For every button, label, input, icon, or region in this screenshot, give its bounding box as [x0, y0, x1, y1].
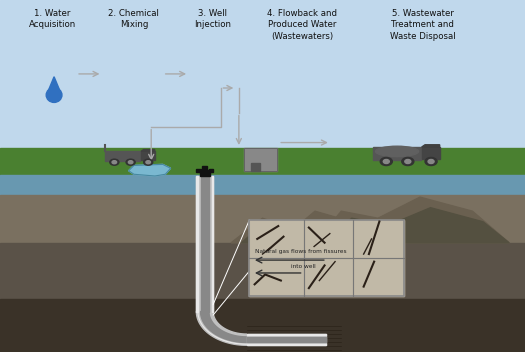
- Text: 1. Water
Acquisition: 1. Water Acquisition: [29, 9, 76, 29]
- Bar: [244, 148, 277, 171]
- Bar: [200, 170, 210, 176]
- Polygon shape: [129, 164, 171, 176]
- Bar: [249, 220, 303, 258]
- Bar: [0, 195, 525, 243]
- Polygon shape: [242, 222, 357, 243]
- Polygon shape: [231, 211, 378, 243]
- Polygon shape: [315, 197, 509, 243]
- Circle shape: [112, 161, 117, 164]
- Bar: [209, 169, 213, 172]
- Text: into well: into well: [291, 264, 316, 269]
- Bar: [196, 169, 201, 172]
- Text: 4. Flowback and
Produced Water
(Wastewaters): 4. Flowback and Produced Water (Wastewat…: [267, 9, 337, 41]
- Bar: [0, 299, 525, 352]
- Ellipse shape: [375, 146, 418, 157]
- Circle shape: [126, 159, 135, 165]
- Bar: [0, 243, 525, 299]
- Bar: [251, 163, 260, 171]
- Bar: [249, 220, 404, 296]
- Circle shape: [380, 157, 392, 165]
- Polygon shape: [196, 312, 247, 345]
- Circle shape: [383, 159, 390, 164]
- Bar: [244, 148, 277, 171]
- Bar: [353, 258, 404, 296]
- Bar: [353, 220, 404, 258]
- Bar: [249, 220, 404, 296]
- Bar: [196, 176, 213, 312]
- Polygon shape: [326, 208, 509, 243]
- Circle shape: [428, 159, 434, 164]
- Bar: [0, 148, 525, 176]
- Polygon shape: [49, 77, 59, 89]
- Bar: [0, 175, 525, 195]
- Text: 2. Chemical
Mixing: 2. Chemical Mixing: [109, 9, 159, 29]
- Bar: [212, 176, 213, 312]
- Bar: [373, 147, 421, 160]
- Bar: [201, 176, 209, 312]
- Bar: [247, 344, 326, 345]
- Text: Natural gas flows from fissures: Natural gas flows from fissures: [255, 249, 346, 254]
- Circle shape: [144, 159, 153, 165]
- Bar: [249, 258, 303, 296]
- Bar: [247, 334, 326, 335]
- Circle shape: [405, 159, 411, 164]
- Bar: [247, 334, 326, 345]
- Bar: [422, 147, 439, 159]
- Circle shape: [402, 157, 414, 165]
- Circle shape: [146, 161, 151, 164]
- Circle shape: [110, 159, 119, 165]
- Circle shape: [425, 157, 437, 165]
- Bar: [0, 0, 525, 155]
- Bar: [303, 258, 353, 296]
- Polygon shape: [422, 145, 439, 147]
- Circle shape: [128, 161, 133, 164]
- Bar: [247, 337, 326, 342]
- Text: 5. Wastewater
Treatment and
Waste Disposal: 5. Wastewater Treatment and Waste Dispos…: [390, 9, 456, 41]
- Ellipse shape: [46, 88, 62, 102]
- Polygon shape: [201, 312, 247, 342]
- Bar: [141, 151, 155, 161]
- Bar: [303, 220, 353, 258]
- Polygon shape: [141, 150, 155, 151]
- Text: 3. Well
Injection: 3. Well Injection: [194, 9, 231, 29]
- Bar: [196, 176, 198, 312]
- Bar: [202, 166, 207, 170]
- Bar: [104, 151, 140, 161]
